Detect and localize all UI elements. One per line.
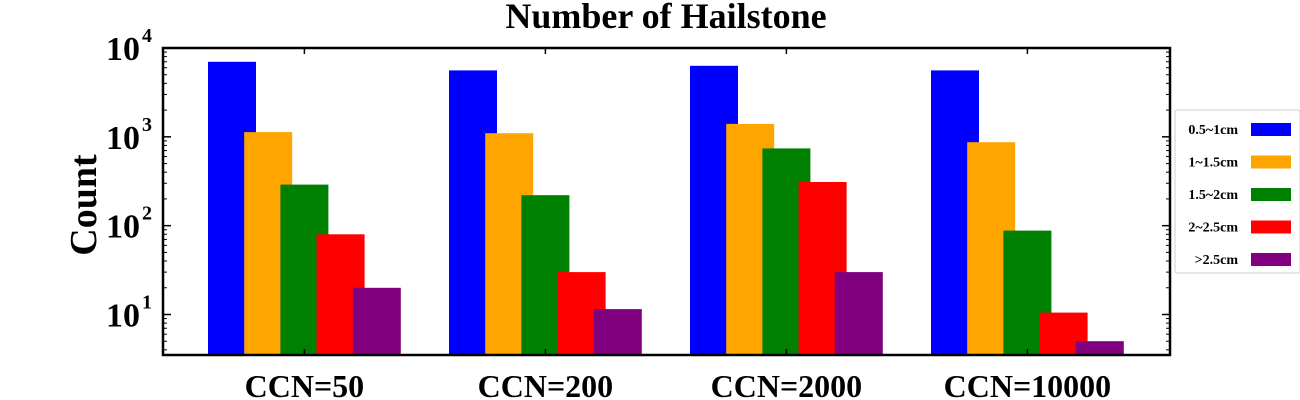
- bar-5-1: [352, 287, 401, 355]
- legend-swatch: [1251, 220, 1291, 234]
- x-tick-labels: CCN=50 CCN=200 CCN=2000 CCN=10000: [245, 368, 1112, 400]
- legend-label: 1~1.5cm: [1188, 156, 1238, 171]
- legend-swatch: [1251, 188, 1291, 201]
- chart-title: Number of Hailstone: [505, 0, 826, 36]
- y-tick-label: 10: [106, 120, 140, 157]
- y-tick-label: 10: [106, 209, 140, 246]
- x-tick-label: CCN=200: [478, 368, 614, 400]
- bar-5-2: [593, 309, 642, 355]
- bars-group: [208, 61, 1124, 356]
- x-tick-label: CCN=10000: [944, 368, 1112, 400]
- bar-5-3: [834, 272, 883, 355]
- y-tick-label: 10: [106, 297, 140, 334]
- legend-swatch: [1251, 155, 1291, 169]
- legend-label: 2~2.5cm: [1188, 221, 1238, 236]
- y-axis-label: Count: [63, 154, 105, 256]
- legend-swatch: [1251, 253, 1291, 266]
- bar-5-4: [1075, 341, 1124, 355]
- plot-frame: [161, 46, 1172, 357]
- y-tick-exponent: 2: [142, 203, 152, 225]
- y-tick-label: 10: [106, 31, 140, 68]
- legend: 0.5~1cm 1~1.5cm 1.5~2cm 2~2.5cm >2.5cm: [1174, 109, 1300, 274]
- y-tick-exponent: 4: [142, 25, 152, 47]
- y-tick-exponent: 3: [142, 114, 152, 136]
- x-tick-label: CCN=2000: [711, 368, 863, 400]
- legend-label: 1.5~2cm: [1188, 188, 1238, 203]
- y-tick-exponent: 1: [142, 291, 152, 313]
- legend-label: >2.5cm: [1195, 253, 1239, 268]
- legend-swatch: [1251, 123, 1291, 136]
- x-tick-label: CCN=50: [245, 368, 365, 400]
- legend-label: 0.5~1cm: [1188, 123, 1238, 138]
